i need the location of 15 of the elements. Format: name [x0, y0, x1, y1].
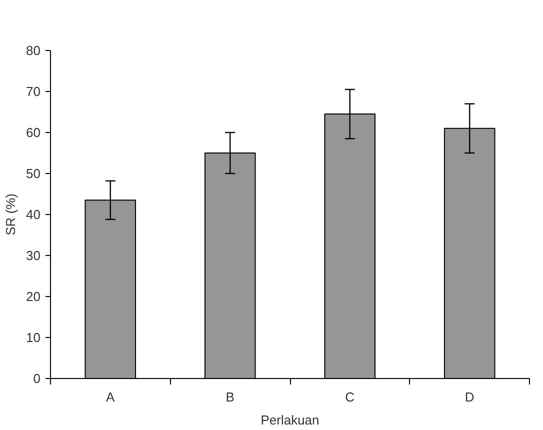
- x-tick-label: D: [464, 390, 474, 404]
- y-tick-label: 60: [26, 125, 41, 140]
- y-tick-label: 30: [26, 248, 41, 263]
- y-tick-label: 10: [26, 330, 41, 345]
- y-tick-label: 40: [26, 207, 41, 222]
- x-tick-label: A: [106, 390, 116, 404]
- x-axis-title: Perlakuan: [260, 412, 320, 428]
- y-tick-label: 0: [33, 371, 41, 386]
- x-tick-label: C: [345, 390, 355, 404]
- y-tick-label: 50: [26, 166, 41, 181]
- y-tick-label: 80: [26, 43, 41, 58]
- y-tick-label: 20: [26, 289, 41, 304]
- x-tick-label: B: [226, 390, 234, 404]
- y-axis-title: SR (%): [3, 194, 18, 236]
- y-tick-label: 70: [26, 84, 41, 99]
